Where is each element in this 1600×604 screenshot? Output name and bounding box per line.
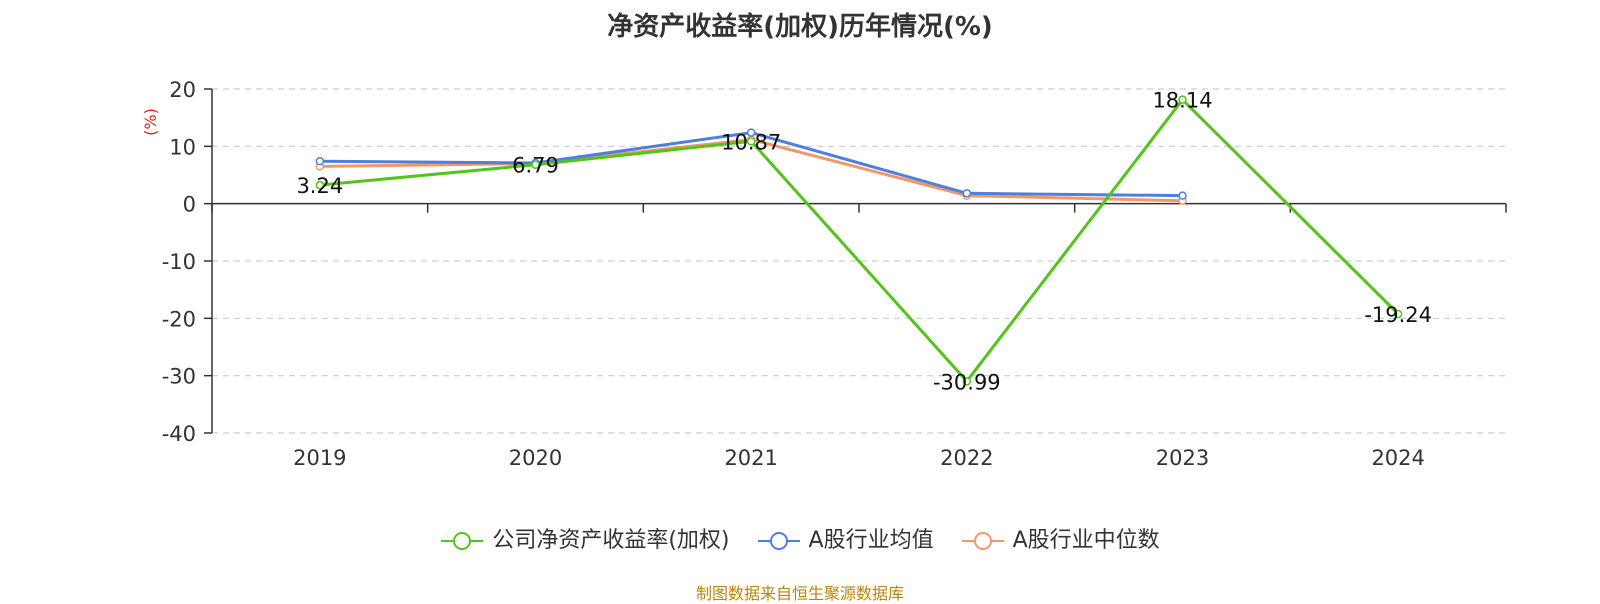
data-label: 3.24 xyxy=(296,174,343,198)
x-tick-label: 2024 xyxy=(1371,446,1424,470)
x-tick-label: 2021 xyxy=(724,446,777,470)
y-tick-label: -30 xyxy=(162,365,196,389)
legend-item-company[interactable]: 公司净资产收益率(加权) xyxy=(440,522,730,554)
y-tick-label: 10 xyxy=(169,135,196,159)
y-tick-label: 0 xyxy=(183,193,196,217)
series-layer xyxy=(315,95,1403,386)
y-tick-label: -10 xyxy=(162,250,196,274)
legend-item-industry-mean[interactable]: A股行业均值 xyxy=(757,522,934,554)
x-tick-label: 2023 xyxy=(1156,446,1209,470)
data-point xyxy=(315,180,325,190)
data-point xyxy=(746,137,756,146)
legend: 公司净资产收益率(加权) A股行业均值 A股行业中位数 xyxy=(0,522,1600,554)
legend-label: A股行业均值 xyxy=(808,528,934,553)
data-point xyxy=(1178,95,1187,104)
data-label: -19.24 xyxy=(1364,303,1432,327)
x-tick-label: 2019 xyxy=(293,446,346,470)
data-label: 10.87 xyxy=(721,130,781,154)
data-point xyxy=(315,156,325,166)
y-tick-label: -20 xyxy=(162,307,196,331)
label-layer: 3.24 6.79 10.87 -30.99 18.14 -19.24 xyxy=(296,89,1432,395)
y-tick-label: 20 xyxy=(169,78,196,102)
series-line xyxy=(319,97,1400,384)
data-point xyxy=(962,377,972,386)
data-source-footer: 制图数据来自恒生聚源数据库 xyxy=(695,584,904,603)
x-tick-label: 2022 xyxy=(940,446,993,470)
y-axis-label: (%) xyxy=(141,108,160,136)
legend-marker-icon xyxy=(441,532,484,550)
legend-label: 公司净资产收益率(加权) xyxy=(492,528,730,553)
legend-marker-icon xyxy=(757,532,800,550)
legend-item-industry-median[interactable]: A股行业中位数 xyxy=(961,522,1160,554)
line-chart: 20 10 0 -10 -20 -30 -40 2019 2020 2021 2022 2023 202… xyxy=(141,78,1507,470)
axis-layer: 20 10 0 -10 -20 -30 -40 2019 2020 2021 2022 2023 202… xyxy=(141,78,1507,470)
grid-layer xyxy=(212,88,1506,434)
chart-title: 净资产收益率(加权)历年情况(%) xyxy=(607,12,993,42)
data-point xyxy=(1393,309,1403,319)
data-point xyxy=(531,160,540,169)
data-label: 6.79 xyxy=(512,154,559,178)
legend-label: A股行业中位数 xyxy=(1012,528,1160,553)
data-point xyxy=(962,189,972,198)
data-point xyxy=(746,128,756,137)
legend-marker-icon xyxy=(961,532,1004,550)
data-point xyxy=(1178,191,1187,200)
x-tick-label: 2020 xyxy=(509,446,562,470)
data-label: -30.99 xyxy=(933,370,1001,394)
data-label: 18.14 xyxy=(1152,89,1212,113)
y-tick-label: -40 xyxy=(162,422,196,446)
